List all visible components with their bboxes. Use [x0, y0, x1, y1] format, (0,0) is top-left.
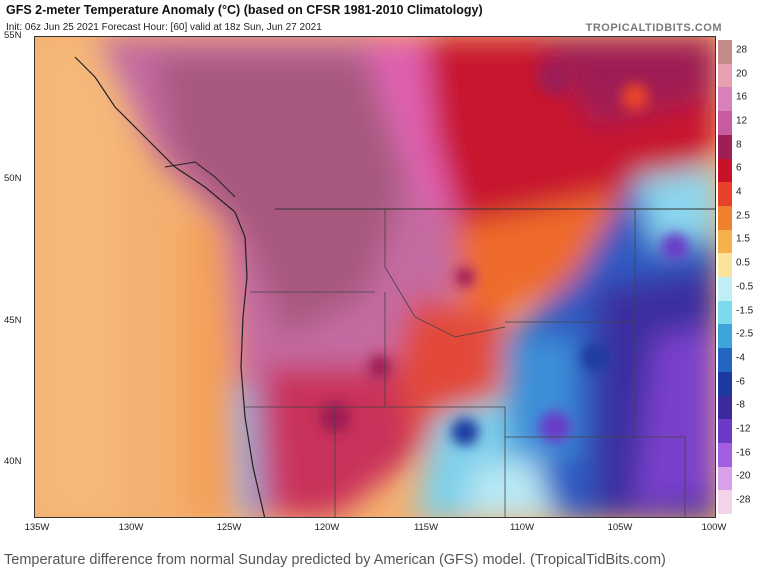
lon-label-110w: 110W	[509, 522, 535, 533]
coastline	[74, 56, 266, 517]
colorbar-swatch	[718, 442, 732, 468]
lat-label-45n: 45N	[4, 315, 22, 326]
colorbar-swatch	[718, 253, 732, 278]
lon-label-120w: 120W	[314, 522, 340, 533]
colorbar-swatch	[718, 40, 732, 65]
lon-label-105w: 105W	[607, 522, 633, 533]
colorbar-swatch	[718, 134, 732, 159]
colorbar-swatch	[718, 111, 732, 136]
nevada-utah-border	[395, 406, 506, 517]
colorbar-label: 28	[736, 44, 748, 56]
temperature-anomaly-map	[34, 36, 716, 518]
colorbar-swatch	[718, 205, 732, 231]
image-caption: Temperature difference from normal Sunda…	[4, 552, 666, 568]
colorbar-label: -4	[736, 352, 745, 364]
colorbar-label: -12	[736, 423, 751, 435]
colorbar-label: -8	[736, 399, 745, 411]
colorbar-label: -2.5	[736, 328, 754, 340]
colorbar-swatch	[718, 300, 732, 325]
lon-label-115w: 115W	[413, 522, 439, 533]
vancouver-island-outline	[164, 161, 236, 198]
colorado-border	[505, 436, 686, 517]
colorbar-swatch	[718, 371, 732, 396]
colorbar-label: 16	[736, 91, 748, 103]
idaho-montana-border	[384, 209, 506, 338]
colorbar-swatch	[718, 63, 732, 88]
colorbar-swatch	[718, 395, 732, 420]
lat-label-40n: 40N	[4, 456, 22, 467]
colorbar-swatch	[718, 87, 732, 112]
map-title: GFS 2-meter Temperature Anomaly (°C) (ba…	[6, 3, 483, 17]
colorbar-label: -28	[736, 494, 751, 506]
temperature-colorbar: 28 20 16 12 8 6 4 2.5 1.5 0.5 -0.5 -1.5 -2.5 -4 -6 -8 -1…	[718, 40, 770, 518]
colorbar-label: -1.5	[736, 305, 754, 317]
colorbar-swatch	[718, 490, 732, 515]
lon-label-125w: 125W	[216, 522, 242, 533]
colorbar-label: 8	[736, 139, 742, 151]
colorbar-label: 1.5	[736, 233, 750, 245]
colorbar-swatch	[718, 229, 732, 254]
colorbar-label: 20	[736, 68, 748, 80]
lon-label-130w: 130W	[118, 522, 144, 533]
colorbar-label: 4	[736, 186, 742, 198]
colorbar-label: -20	[736, 470, 751, 482]
brand-watermark: TROPICALTIDBITS.COM	[585, 22, 722, 34]
colorbar-label: -6	[736, 376, 745, 388]
colorbar-label: 0.5	[736, 257, 750, 269]
lon-label-135w: 135W	[24, 522, 50, 533]
colorbar-label: -0.5	[736, 281, 754, 293]
colorbar-swatch	[718, 277, 732, 302]
colorbar-swatch	[718, 348, 732, 373]
lon-label-100w: 100W	[701, 522, 727, 533]
colorbar-swatch	[718, 324, 732, 349]
colorbar-swatch	[718, 182, 732, 207]
colorbar-swatch	[718, 419, 732, 444]
colorbar-label: 2.5	[736, 210, 750, 222]
colorbar-label: 12	[736, 115, 748, 127]
map-subtitle: Init: 06z Jun 25 2021 Forecast Hour: [60…	[6, 22, 322, 33]
map-canvas	[35, 37, 715, 517]
colorbar-swatch	[718, 466, 732, 491]
lat-label-50n: 50N	[4, 173, 22, 184]
colorbar-label: 6	[736, 162, 742, 174]
colorbar-swatch	[718, 158, 732, 183]
lat-label-55n: 55N	[4, 30, 22, 41]
colorbar-label: -16	[736, 447, 751, 459]
